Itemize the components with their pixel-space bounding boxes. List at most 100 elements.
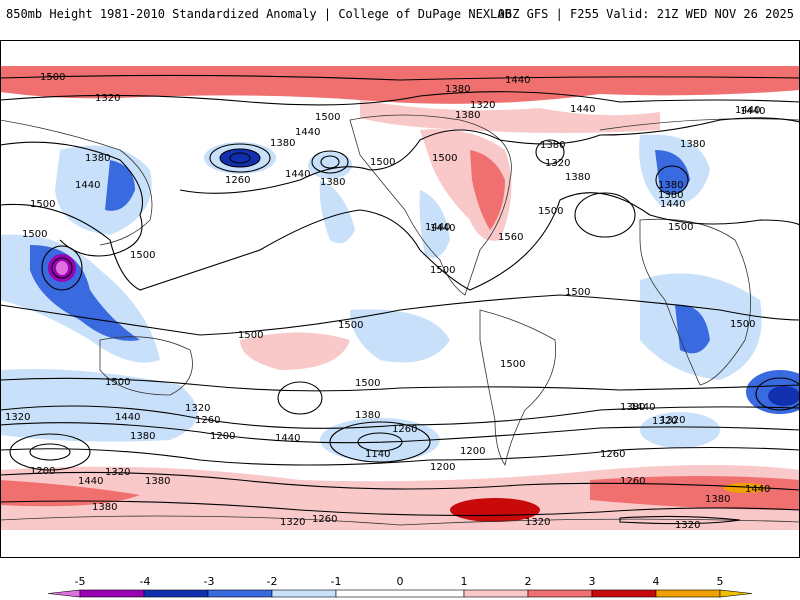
contour-label: 1440 — [275, 433, 300, 444]
contour-label: 1500 — [238, 330, 263, 341]
contour-closed-high — [574, 192, 636, 238]
negative-anomaly-south-pacific — [350, 309, 450, 363]
contour-label: 1380 — [320, 177, 345, 188]
contour-closed-low — [9, 433, 91, 471]
contour-label: 1380 — [355, 410, 380, 421]
contour-label: 1500 — [538, 206, 563, 217]
contour-line — [0, 192, 800, 291]
negative-anomaly-west-coast — [319, 180, 355, 244]
contour-label: 1440 — [505, 75, 530, 86]
contour-line — [0, 377, 800, 392]
contour-label: 1260 — [620, 476, 645, 487]
negative-anomaly-south-ocean-east — [640, 412, 720, 448]
contour-closed-low — [311, 150, 349, 174]
contour-label: 1260 — [225, 175, 250, 186]
contour-label: 1500 — [432, 153, 457, 164]
coast-north-america — [349, 114, 512, 296]
contour-label: 1440 — [735, 105, 760, 116]
contour-label: 1500 — [30, 199, 55, 210]
colorbar-tick: 3 — [589, 575, 596, 588]
contour-label-layer: 1500 1320 1380 1440 1500 1440 1380 1320 … — [5, 72, 770, 531]
contour-label: 1440 — [430, 223, 455, 234]
negative-anomaly-gulf-alaska — [308, 151, 352, 179]
contour-label: 1320 — [470, 100, 495, 111]
contour-closed-low — [357, 432, 403, 452]
contour-label: 1320 — [675, 520, 700, 531]
contour-label: 1500 — [315, 112, 340, 123]
coast-africa — [639, 218, 752, 386]
contour-label: 1140 — [365, 449, 390, 460]
contour-label: 1200 — [210, 431, 235, 442]
contour-closed-low — [320, 155, 340, 169]
contour-label: 1320 — [95, 93, 120, 104]
contour-label: 1440 — [295, 127, 320, 138]
contour-label: 1320 — [652, 416, 677, 427]
contour-line — [619, 515, 741, 525]
contour-label: 1500 — [105, 377, 130, 388]
contour-label: 1500 — [338, 320, 363, 331]
colorbar-tick: -4 — [140, 575, 151, 588]
negative-anomaly-south-ocean-west — [0, 369, 198, 442]
contour-label: 1380 — [130, 431, 155, 442]
positive-anomaly-north-america-core — [470, 150, 505, 230]
positive-anomaly-antarctic-gold — [723, 483, 767, 493]
contour-closed-low — [655, 165, 689, 195]
colorbar-segment — [463, 589, 529, 598]
chart-title: 850mb Height 1981-2010 Standardized Anom… — [6, 7, 512, 21]
contour-label: 1380 — [270, 138, 295, 149]
colorbar: -5 -4 -3 -2 -1 0 1 2 3 4 5 — [47, 575, 753, 598]
contour-label: 1320 — [545, 158, 570, 169]
contour-line — [0, 500, 800, 517]
negative-anomaly-europe-core — [655, 150, 690, 194]
contour-label: 1260 — [600, 449, 625, 460]
contour-label: 1380 — [540, 140, 565, 151]
contour-line — [0, 141, 144, 257]
contour-line — [0, 471, 800, 491]
colorbar-tick: 0 — [397, 575, 404, 588]
coast-australia — [99, 336, 193, 396]
contour-closed-low — [329, 421, 431, 463]
contour-label: 1380 — [680, 139, 705, 150]
header: 850mb Height 1981-2010 Standardized Anom… — [0, 0, 800, 36]
contour-label: 1260 — [392, 424, 417, 435]
colorbar-tick: 2 — [525, 575, 532, 588]
contour-label: 1500 — [730, 319, 755, 330]
colorbar-tick: -1 — [331, 575, 342, 588]
coast-eurasia — [0, 118, 800, 246]
contour-label: 1320 — [185, 403, 210, 414]
colorbar-tick: 1 — [461, 575, 468, 588]
contour-label: 1380 — [145, 476, 170, 487]
contour-label: 1380 — [565, 172, 590, 183]
colorbar-tick: 5 — [717, 575, 724, 588]
colorbar-tick: -3 — [204, 575, 215, 588]
colorbar-segment — [143, 589, 209, 598]
contour-label: 1380 — [85, 153, 110, 164]
colorbar-segment — [335, 589, 465, 598]
colorbar-segment — [655, 589, 721, 598]
contour-label: 1440 — [570, 104, 595, 115]
contour-line — [0, 405, 800, 429]
contour-label: 1440 — [425, 222, 450, 233]
contour-label: 1320 — [280, 517, 305, 528]
contour-label: 1440 — [745, 484, 770, 495]
negative-anomaly-east-asia-core — [105, 160, 135, 211]
contour-label: 1380 — [455, 110, 480, 121]
contour-label: 1320 — [5, 412, 30, 423]
negative-anomaly-typhoon-core — [56, 261, 68, 275]
contour-line — [0, 74, 800, 81]
coast-antarctica — [0, 515, 800, 526]
positive-anomaly-arctic-light — [360, 100, 660, 133]
contour-line — [0, 91, 800, 106]
colorbar-segment — [591, 589, 657, 598]
contour-closed-high — [277, 381, 323, 415]
contour-label: 1440 — [630, 402, 655, 413]
contour-label: 1380 — [658, 180, 683, 191]
contour-label: 1500 — [370, 157, 395, 168]
contour-line — [179, 117, 800, 194]
positive-anomaly-antarctic-mid — [0, 480, 140, 507]
contour-layer — [0, 74, 800, 525]
colorbar-segment — [79, 589, 145, 598]
contour-label: 1500 — [668, 222, 693, 233]
contour-closed-low — [209, 143, 271, 173]
contour-label: 1500 — [22, 229, 47, 240]
